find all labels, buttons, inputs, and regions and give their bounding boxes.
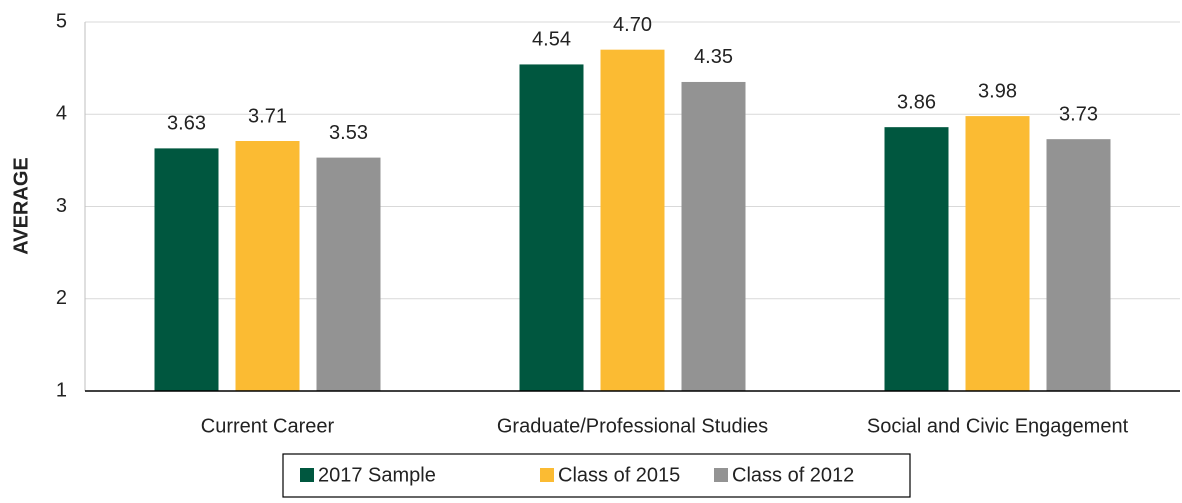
bar <box>965 116 1030 391</box>
value-label: 3.73 <box>1059 103 1098 125</box>
bar <box>681 81 746 392</box>
legend-label: Class of 2012 <box>732 464 854 486</box>
legend-box <box>282 453 911 498</box>
bar <box>519 64 584 391</box>
y-tick-label: 3 <box>56 195 67 217</box>
y-tick-label: 4 <box>56 103 67 125</box>
x-tick-label: Current Career <box>201 415 335 437</box>
legend-swatch <box>714 468 728 482</box>
legend-swatch <box>300 468 314 482</box>
legend-swatch <box>540 468 554 482</box>
legend-label: Class of 2015 <box>558 464 680 486</box>
bar <box>1046 139 1111 391</box>
bar <box>884 127 949 391</box>
value-label: 3.71 <box>248 105 287 127</box>
value-label: 3.86 <box>897 91 936 113</box>
y-tick-label: 2 <box>56 287 67 309</box>
legend-label: 2017 Sample <box>318 464 436 486</box>
bar <box>316 157 381 391</box>
x-tick-label: Graduate/Professional Studies <box>497 415 768 437</box>
bar <box>235 141 300 391</box>
value-label: 3.98 <box>978 80 1017 102</box>
value-label: 4.35 <box>694 46 733 68</box>
y-tick-label: 1 <box>56 379 67 401</box>
value-label: 3.63 <box>167 113 206 135</box>
bar <box>154 148 219 391</box>
bar <box>600 49 665 392</box>
value-label: 3.53 <box>329 122 368 144</box>
value-label: 4.54 <box>532 29 571 51</box>
value-label: 4.70 <box>613 14 652 36</box>
y-axis-label: AVERAGE <box>10 157 32 254</box>
y-tick-label: 5 <box>56 10 67 32</box>
x-tick-label: Social and Civic Engagement <box>867 415 1129 437</box>
